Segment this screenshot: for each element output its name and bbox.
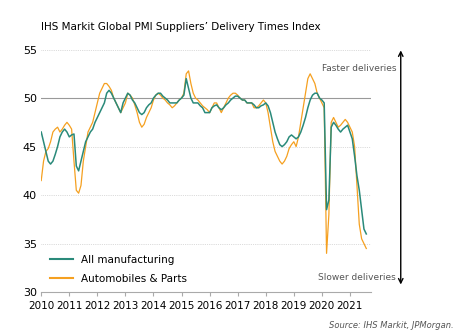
- All manufacturing: [57, 135, 63, 139]
- Automobiles & Parts: [364, 246, 369, 250]
- Text: IHS Markit Global PMI Suppliers’ Delivery Times Index: IHS Markit Global PMI Suppliers’ Deliver…: [41, 22, 321, 32]
- All manufacturing: [184, 77, 189, 81]
- Automobiles & Parts: [202, 106, 207, 110]
- Automobiles & Parts: [71, 159, 77, 163]
- Text: Faster deliveries: Faster deliveries: [322, 64, 396, 73]
- Automobiles & Parts: [38, 179, 44, 183]
- Automobiles & Parts: [50, 130, 56, 134]
- All manufacturing: [202, 111, 207, 115]
- Automobiles & Parts: [57, 130, 63, 134]
- All manufacturing: [364, 232, 369, 236]
- Text: Source: IHS Markit, JPMorgan.: Source: IHS Markit, JPMorgan.: [329, 321, 453, 330]
- Line: Automobiles & Parts: Automobiles & Parts: [41, 71, 366, 253]
- Automobiles & Parts: [174, 101, 180, 105]
- Automobiles & Parts: [97, 91, 103, 95]
- Line: All manufacturing: All manufacturing: [41, 79, 366, 234]
- All manufacturing: [50, 159, 56, 163]
- Legend: All manufacturing, Automobiles & Parts: All manufacturing, Automobiles & Parts: [50, 255, 187, 285]
- All manufacturing: [97, 111, 103, 115]
- All manufacturing: [361, 227, 367, 231]
- All manufacturing: [38, 130, 44, 134]
- Text: Slower deliveries: Slower deliveries: [318, 273, 396, 282]
- Automobiles & Parts: [186, 69, 191, 73]
- All manufacturing: [71, 132, 77, 136]
- Automobiles & Parts: [324, 251, 329, 255]
